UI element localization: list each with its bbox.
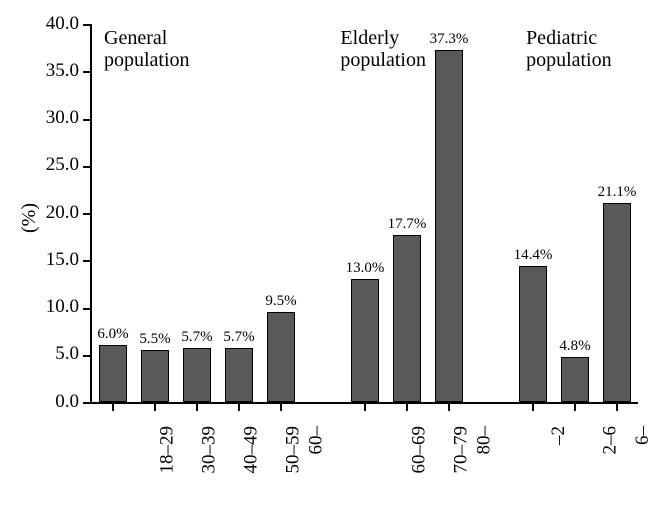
bar — [603, 203, 631, 402]
x-tick-label: 6– — [632, 426, 654, 445]
bar-value-label: 13.0% — [346, 260, 385, 277]
bar — [183, 348, 211, 402]
bar-chart: 0.05.010.015.020.025.030.035.040.0(%)6.0… — [0, 0, 664, 509]
x-tick — [280, 404, 282, 411]
bar — [225, 348, 253, 402]
bar-value-label: 21.1% — [598, 184, 637, 201]
y-tick — [83, 355, 90, 357]
x-tick-label: 70–79 — [450, 426, 472, 474]
x-tick — [574, 404, 576, 411]
x-tick — [238, 404, 240, 411]
x-tick — [406, 404, 408, 411]
y-tick-label: 10.0 — [0, 296, 79, 318]
bar-value-label: 9.5% — [265, 293, 296, 310]
y-axis-title: (%) — [18, 203, 41, 233]
bar — [393, 235, 421, 402]
y-tick-label: 30.0 — [0, 107, 79, 129]
group-label: Elderly population — [340, 27, 426, 72]
bar-value-label: 6.0% — [97, 326, 128, 343]
x-tick — [196, 404, 198, 411]
x-tick-label: 2–6 — [599, 426, 621, 455]
bar-value-label: 5.7% — [181, 329, 212, 346]
x-tick — [364, 404, 366, 411]
x-tick-label: 60–69 — [408, 426, 430, 474]
x-tick — [112, 404, 114, 411]
y-axis-line — [90, 24, 92, 404]
y-tick — [83, 308, 90, 310]
bar-value-label: 14.4% — [514, 247, 553, 264]
bar-value-label: 37.3% — [430, 31, 469, 48]
y-tick — [83, 213, 90, 215]
group-label: Pediatric population — [526, 27, 612, 72]
y-tick — [83, 119, 90, 121]
group-label: General population — [104, 27, 190, 72]
y-tick-label: 15.0 — [0, 249, 79, 271]
y-tick — [83, 260, 90, 262]
x-tick-label: 80– — [473, 426, 495, 455]
y-tick — [83, 402, 90, 404]
x-tick-label: –2 — [548, 426, 570, 445]
bar — [141, 350, 169, 402]
x-tick — [532, 404, 534, 411]
y-tick-label: 40.0 — [0, 13, 79, 35]
x-tick-label: 60– — [305, 426, 327, 455]
x-tick-label: 50–59 — [282, 426, 304, 474]
x-tick — [448, 404, 450, 411]
y-tick-label: 25.0 — [0, 154, 79, 176]
y-tick-label: 0.0 — [0, 391, 79, 413]
bar-value-label: 4.8% — [559, 338, 590, 355]
bar — [435, 50, 463, 402]
bar — [99, 345, 127, 402]
bar — [561, 357, 589, 402]
y-tick — [83, 166, 90, 168]
bar — [267, 312, 295, 402]
bar-value-label: 5.5% — [139, 331, 170, 348]
y-tick-label: 5.0 — [0, 343, 79, 365]
y-tick-label: 35.0 — [0, 60, 79, 82]
y-tick — [83, 24, 90, 26]
bar — [519, 266, 547, 402]
x-tick — [616, 404, 618, 411]
x-tick-label: 40–49 — [240, 426, 262, 474]
bar-value-label: 5.7% — [223, 329, 254, 346]
x-tick-label: 18–29 — [156, 426, 178, 474]
x-tick — [154, 404, 156, 411]
bar-value-label: 17.7% — [388, 216, 427, 233]
bar — [351, 279, 379, 402]
y-tick — [83, 71, 90, 73]
x-tick-label: 30–39 — [198, 426, 220, 474]
